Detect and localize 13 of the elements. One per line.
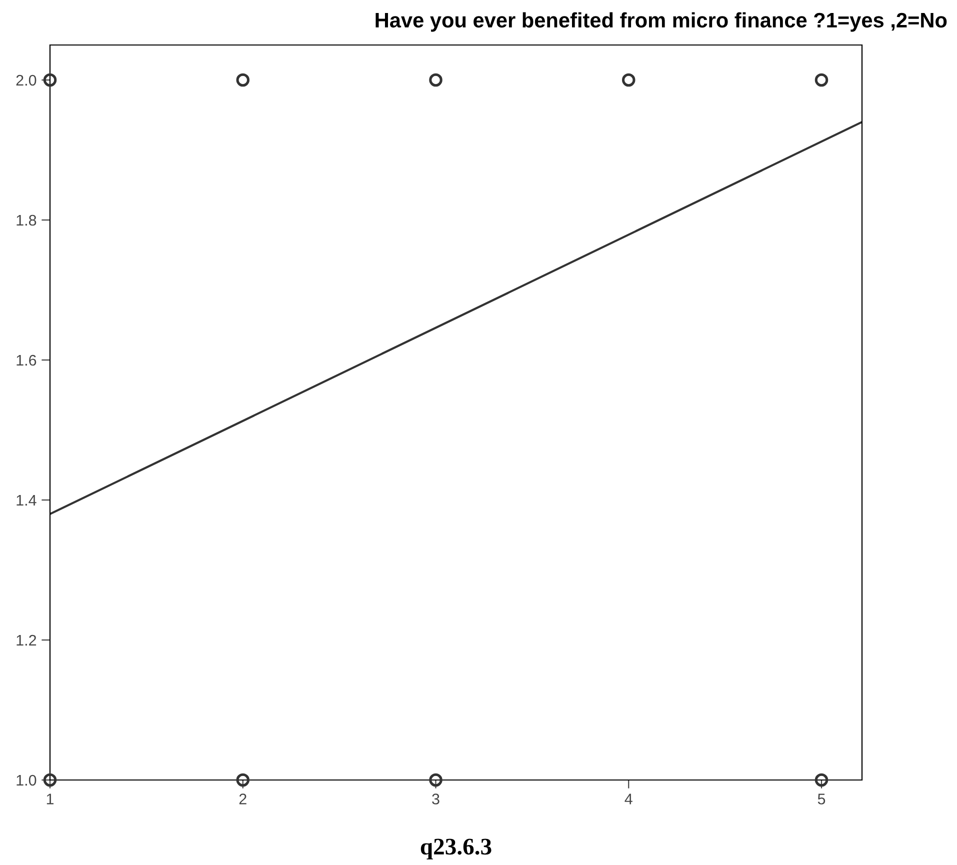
x-tick-label: 5 — [818, 794, 826, 804]
x-tick-label: 2 — [239, 794, 246, 804]
chart-title: Have you ever benefited from micro finance ?1=yes ,2=No — [376, 12, 947, 32]
y-tick-label: 1.6 — [16, 354, 36, 366]
x-tick-label: 3 — [432, 794, 440, 804]
y-tick-label: 2.0 — [16, 74, 36, 86]
y-tick-label: 1.2 — [16, 634, 36, 646]
y-tick-label: 1.0 — [16, 774, 36, 786]
y-tick-label: 1.8 — [16, 214, 36, 226]
x-tick-label: 4 — [624, 794, 632, 804]
x-axis-title: q23.6.3 — [420, 838, 492, 860]
x-tick-label: 1 — [46, 794, 54, 804]
y-tick-label: 1.4 — [16, 495, 36, 506]
